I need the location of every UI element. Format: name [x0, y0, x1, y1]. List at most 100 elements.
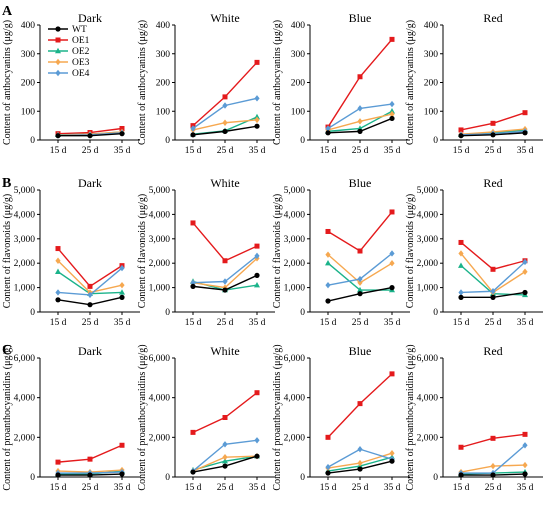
x-tick-label: 15 d	[185, 318, 202, 328]
data-point	[357, 105, 363, 112]
data-point	[222, 258, 228, 264]
data-point	[357, 446, 363, 453]
data-point	[389, 110, 395, 118]
data-point	[190, 220, 196, 226]
y-tick-label: 4,000	[417, 394, 439, 404]
chart-c-white: White 0 2,000 4,000 6,000 15 d 25 d 35 d Content…	[137, 344, 275, 493]
y-axis-title: Content of proanthocyanidins (μg/g)	[272, 344, 283, 490]
data-point	[190, 469, 196, 475]
y-tick-label: 2,000	[14, 433, 36, 443]
series-wt	[325, 285, 395, 304]
y-tick-label: 0	[300, 136, 305, 146]
x-tick-label: 25 d	[82, 146, 99, 156]
series-wt	[325, 115, 395, 136]
chart-b-blue: Blue 0 1,000 2,000 3,000 4,000 5,000 15 d 25 d 35…	[272, 176, 410, 328]
data-point	[254, 113, 260, 120]
data-point	[389, 100, 395, 108]
series-oe3	[325, 251, 395, 286]
data-point	[325, 463, 331, 471]
chart-a-dark: Dark 0 100 200 300 400 15 d 25 d 35 d Content of …	[2, 11, 140, 156]
data-point	[357, 466, 363, 472]
data-point	[254, 123, 260, 129]
series-line	[460, 252, 526, 294]
series-oe1	[190, 220, 260, 264]
y-tick-label: 3,000	[14, 235, 36, 245]
y-axis-title: Content of anthocyanins (μg/g)	[405, 20, 416, 145]
y-tick-label: 100	[424, 107, 439, 117]
data-point	[55, 289, 61, 296]
y-tick-label: 300	[424, 50, 439, 60]
series-oe1	[458, 239, 528, 272]
data-point	[490, 266, 496, 272]
y-tick-label: 100	[21, 107, 36, 117]
legend-label: OE1	[72, 36, 90, 46]
data-point	[55, 246, 61, 252]
x-tick-label: 25 d	[485, 318, 502, 328]
y-tick-label: 200	[156, 79, 171, 89]
data-point	[55, 268, 61, 274]
data-point	[325, 434, 331, 440]
data-point	[254, 243, 260, 249]
y-tick-label: 400	[424, 21, 439, 31]
y-tick-label: 1,000	[284, 284, 306, 294]
data-point	[325, 228, 331, 234]
data-point	[389, 450, 395, 457]
data-point	[325, 298, 331, 304]
panel-letter-b: B	[2, 176, 11, 191]
y-tick-label: 400	[156, 21, 171, 31]
series-oe3	[190, 116, 260, 134]
data-point	[357, 74, 363, 80]
x-tick-label: 15 d	[453, 318, 470, 328]
y-tick-label: 0	[30, 136, 35, 146]
x-tick-label: 35 d	[249, 483, 266, 493]
y-axis-title: Content of anthocyanins (μg/g)	[137, 20, 148, 145]
data-point	[458, 133, 464, 139]
series-line	[192, 222, 258, 262]
series-oe1	[55, 442, 125, 465]
y-tick-label: 6,000	[14, 354, 36, 364]
data-point	[119, 126, 125, 131]
data-point	[119, 264, 125, 272]
y-axis-title: Content of flavonoids (μg/g)	[137, 194, 148, 309]
data-point	[490, 294, 496, 300]
data-point	[87, 283, 93, 289]
y-tick-label: 3,000	[149, 235, 171, 245]
data-point	[87, 472, 93, 478]
x-tick-label: 15 d	[320, 318, 337, 328]
x-tick-label: 35 d	[384, 483, 401, 493]
y-tick-label: 300	[291, 50, 306, 60]
data-point	[87, 302, 93, 308]
series-wt	[55, 131, 125, 139]
legend-marker	[55, 47, 61, 54]
data-point	[222, 441, 228, 448]
data-point	[522, 268, 528, 275]
chart-b-red: Red 0 1,000 2,000 3,000 4,000 5,000 15 d 25 d 35 …	[405, 176, 543, 328]
legend-label: WT	[72, 25, 87, 35]
y-tick-label: 0	[433, 136, 438, 146]
y-axis-title: Content of proanthocyanidins (μg/g)	[137, 344, 148, 490]
chart-c-red: Red 0 2,000 4,000 6,000 15 d 25 d 35 d Content o…	[405, 344, 543, 493]
x-tick-label: 35 d	[249, 146, 266, 156]
x-tick-label: 25 d	[352, 318, 369, 328]
y-tick-label: 3,000	[417, 235, 439, 245]
panel-letter-c: C	[2, 343, 12, 358]
series-wt	[458, 130, 528, 139]
chart-title: White	[210, 176, 239, 190]
data-point	[389, 108, 395, 114]
x-tick-label: 35 d	[384, 146, 401, 156]
data-point	[55, 459, 61, 465]
data-point	[490, 132, 496, 138]
y-tick-label: 6,000	[284, 354, 306, 364]
data-point	[357, 286, 363, 293]
x-tick-label: 35 d	[517, 318, 534, 328]
data-point	[458, 250, 464, 257]
chart-title: White	[210, 11, 239, 25]
series-oe1	[458, 431, 528, 450]
y-tick-label: 0	[300, 308, 305, 318]
series-line	[192, 392, 258, 434]
series-wt	[190, 123, 260, 138]
y-tick-label: 200	[21, 79, 36, 89]
data-point	[222, 102, 228, 109]
x-tick-label: 15 d	[320, 146, 337, 156]
data-point	[119, 281, 125, 289]
